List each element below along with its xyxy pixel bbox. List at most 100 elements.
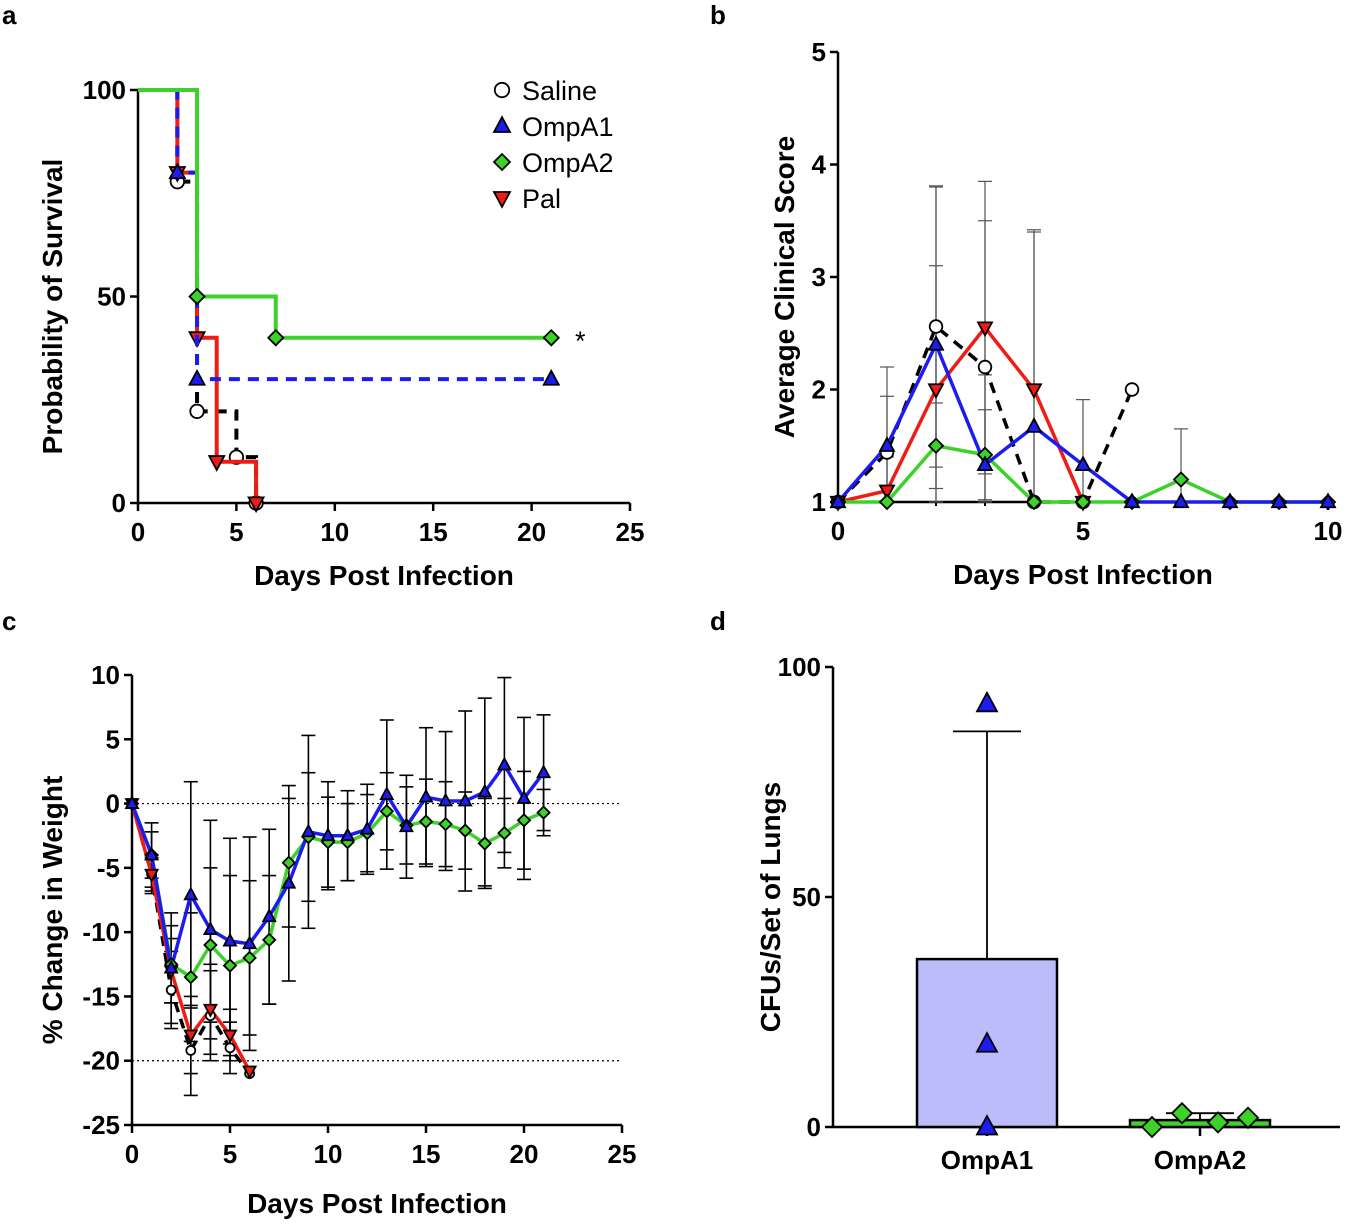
weight-point xyxy=(516,813,532,828)
y-tick-label: -5 xyxy=(97,853,120,883)
weight-point xyxy=(163,959,179,974)
x-axis-title: Days Post Infection xyxy=(254,560,514,591)
x-tick-label: 20 xyxy=(517,517,546,547)
score-point xyxy=(1123,492,1141,509)
score-point xyxy=(1025,417,1043,433)
score-point xyxy=(927,334,945,351)
score-point xyxy=(878,493,896,511)
y-axis-title: % Change in Weight xyxy=(37,776,68,1045)
score-point xyxy=(1270,492,1288,509)
score-point xyxy=(1221,492,1239,509)
weight-point xyxy=(496,756,512,771)
weight-point xyxy=(418,814,434,829)
data-point xyxy=(975,690,999,713)
y-tick-label: 0 xyxy=(112,488,126,518)
x-tick-label: 5 xyxy=(223,1139,237,1169)
score-point xyxy=(1319,492,1337,509)
survival-line xyxy=(138,88,552,340)
weight-point xyxy=(165,984,177,996)
weight-point xyxy=(516,789,532,804)
x-tick-label: 20 xyxy=(510,1139,539,1169)
x-tick-label: 15 xyxy=(412,1139,441,1169)
legend-marker xyxy=(492,152,512,172)
data-point xyxy=(1140,1115,1164,1139)
x-tick-label: 5 xyxy=(229,517,243,547)
legend-marker xyxy=(492,191,512,209)
y-tick-label: 4 xyxy=(812,150,827,180)
weight-point xyxy=(261,932,277,948)
x-tick-label: 10 xyxy=(320,517,349,547)
weight-point xyxy=(124,795,140,809)
weight-point xyxy=(477,836,493,851)
weight-point xyxy=(202,921,218,935)
weight-point xyxy=(242,935,258,950)
y-tick-label: -20 xyxy=(82,1046,120,1076)
survival-line xyxy=(138,88,552,382)
weight-point xyxy=(222,958,238,973)
score-point xyxy=(927,383,945,400)
survival-point xyxy=(188,287,206,306)
weight-point xyxy=(242,950,257,966)
score-point xyxy=(878,484,896,501)
panel-letter-c: c xyxy=(2,606,16,636)
x-axis-title: Days Post Infection xyxy=(247,1188,507,1219)
y-tick-label: -15 xyxy=(82,981,120,1011)
score-point xyxy=(927,437,945,455)
x-tick-label: 0 xyxy=(125,1139,139,1169)
weight-point xyxy=(222,1029,238,1044)
y-tick-label: 3 xyxy=(812,262,826,292)
y-tick-label: -10 xyxy=(82,917,120,947)
score-point xyxy=(976,455,994,472)
weight-point xyxy=(300,823,316,838)
weight-point xyxy=(457,792,473,807)
weight-point xyxy=(183,969,199,985)
weight-point xyxy=(379,804,395,819)
x-axis-title: Days Post Infection xyxy=(953,559,1213,590)
weight-point xyxy=(224,1042,236,1054)
score-point xyxy=(928,319,944,334)
significance-marker: * xyxy=(575,326,586,356)
score-line xyxy=(837,324,1085,504)
weight-point xyxy=(144,868,160,883)
panel-letter-d: d xyxy=(710,606,726,636)
weight-point xyxy=(185,1045,197,1056)
survival-point xyxy=(542,329,561,347)
weight-point xyxy=(379,786,395,800)
weight-point xyxy=(359,820,375,835)
x-tick-label: 25 xyxy=(616,517,645,547)
x-tick-label: 0 xyxy=(131,517,145,547)
score-point xyxy=(1172,492,1190,509)
legend-label: Saline xyxy=(522,76,597,106)
survival-point xyxy=(542,368,561,386)
weight-point xyxy=(202,1003,218,1018)
score-point xyxy=(1074,455,1092,472)
x-tick-label: 10 xyxy=(1314,516,1343,546)
data-point xyxy=(1236,1106,1260,1130)
weight-point xyxy=(222,932,238,947)
score-point xyxy=(977,359,993,375)
x-tick-label: 5 xyxy=(1076,516,1090,546)
y-axis-title: Probability of Survival xyxy=(37,159,68,455)
weight-point xyxy=(536,764,552,779)
y-tick-label: 100 xyxy=(778,652,821,682)
y-tick-label: -25 xyxy=(82,1110,120,1140)
weight-point xyxy=(536,805,551,820)
panel-letter-a: a xyxy=(2,0,17,30)
y-tick-label: 100 xyxy=(83,75,126,105)
clinical-score-chart: 0 5 10 1 2 3 4 5 Days Post Infection Average Clin… xyxy=(769,37,1342,590)
score-point xyxy=(829,492,847,509)
score-point xyxy=(1025,383,1043,400)
x-tick-label: 25 xyxy=(608,1139,637,1169)
survival-point xyxy=(188,368,207,386)
y-tick-label: 50 xyxy=(97,282,126,312)
weight-point xyxy=(438,792,454,807)
score-point xyxy=(1124,382,1140,397)
y-axis-title: CFUs/Set of Lungs xyxy=(755,782,786,1032)
y-tick-label: 50 xyxy=(792,882,821,912)
weight-point xyxy=(281,874,297,889)
y-tick-label: 5 xyxy=(106,724,120,754)
weight-point xyxy=(183,886,199,901)
weight-line xyxy=(130,802,545,980)
weight-line xyxy=(130,761,545,969)
